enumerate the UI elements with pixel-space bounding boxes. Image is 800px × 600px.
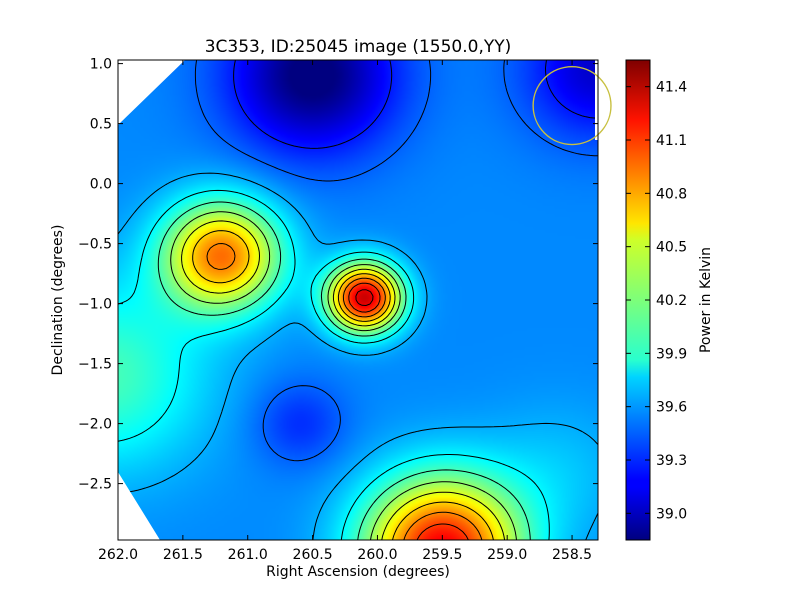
beam-circle — [532, 65, 612, 146]
y-tick-label: −1.5 — [78, 357, 112, 373]
contour-lines — [118, 60, 598, 540]
colorbar-tick-label: 40.8 — [656, 186, 687, 202]
colorbar-tick-label: 39.3 — [656, 453, 687, 469]
contour-level-5 — [170, 211, 517, 540]
chart-title: 3C353, ID:25045 image (1550.0,YY) — [205, 37, 512, 57]
colorbar-tick-label: 40.2 — [656, 293, 687, 309]
contour-level-3 — [118, 189, 550, 540]
colorbar-tick-label: 39.6 — [656, 400, 687, 416]
contour-level-6 — [181, 220, 506, 540]
heatmap-image — [118, 60, 598, 540]
y-tick-label: −0.5 — [78, 237, 112, 253]
x-tick-label: 260.0 — [357, 547, 397, 563]
x-tick-label: 258.5 — [552, 547, 592, 563]
contour-level-9 — [348, 282, 469, 540]
y-tick-label: −2.0 — [78, 417, 112, 433]
x-tick-label: 259.5 — [422, 547, 462, 563]
x-tick-label: 259.0 — [487, 547, 527, 563]
colorbar-tick-label: 40.5 — [656, 240, 687, 256]
contour-level-1 — [194, 60, 598, 462]
y-axis-label: Declination (degrees) — [50, 225, 66, 376]
colorbar-tick-label: 41.4 — [656, 80, 687, 96]
contour-level-4 — [157, 201, 531, 540]
y-tick-label: −1.0 — [78, 297, 112, 313]
x-tick-label: 260.5 — [293, 547, 333, 563]
x-axis-label: Right Ascension (degrees) — [266, 564, 450, 580]
x-tick-label: 261.0 — [228, 547, 268, 563]
colorbar-axis: 39.0 39.3 39.6 39.9 40.2 40.5 40.8 41.1 41.4 — [626, 80, 687, 522]
x-axis: 262.0 261.5 261.0 260.5 260.0 259.5 259.0 258.5 — [98, 60, 592, 563]
colorbar-tick-label: 41.1 — [656, 133, 687, 149]
y-axis: 1.0 0.5 0.0 −0.5 −1.0 −1.5 −2.0 −2.5 — [78, 57, 598, 493]
contour-level-7 — [192, 230, 494, 540]
y-tick-label: 0.0 — [90, 177, 112, 193]
colorbar-tick-label: 39.0 — [656, 506, 687, 522]
y-tick-label: −2.5 — [78, 477, 112, 493]
contour-level-10 — [355, 289, 374, 306]
plot-frame — [117, 59, 599, 541]
y-tick-label: 0.5 — [90, 117, 112, 133]
contour-level-0 — [233, 60, 598, 149]
contour-level-8 — [206, 243, 483, 540]
x-tick-label: 261.5 — [163, 547, 203, 563]
contour-level-2 — [118, 172, 598, 540]
x-tick-label: 262.0 — [98, 547, 138, 563]
y-tick-label: 1.0 — [90, 57, 112, 73]
colorbar-tick-label: 39.9 — [656, 346, 687, 362]
colorbar-label: Power in Kelvin — [698, 247, 714, 353]
